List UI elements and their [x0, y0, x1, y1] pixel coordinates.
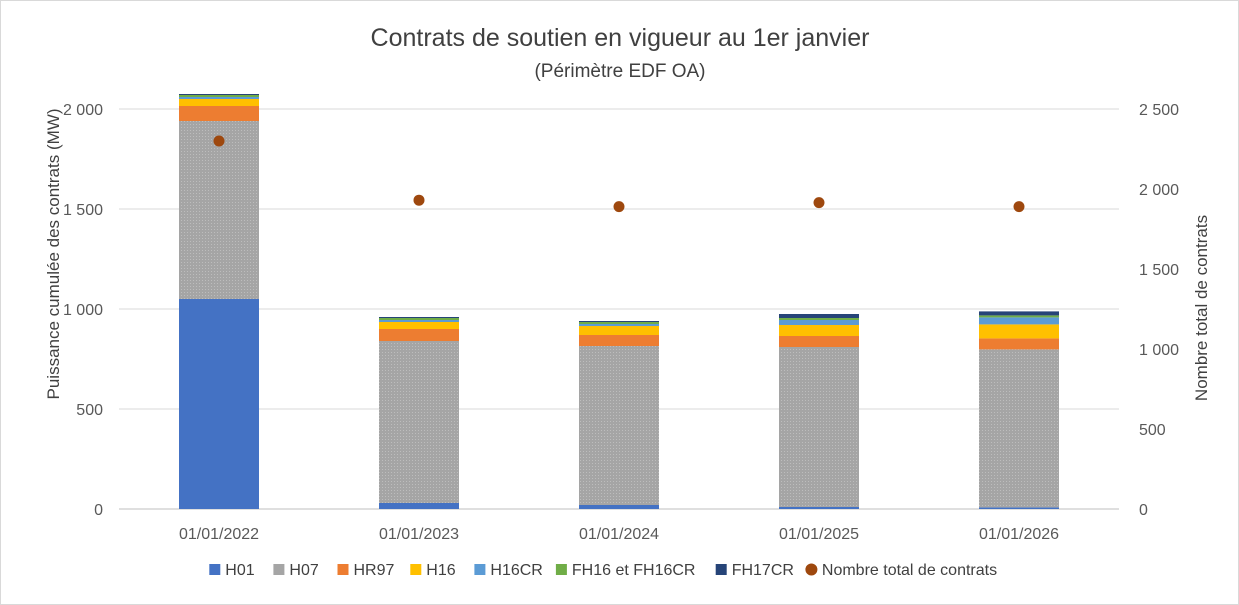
bar-fh17cr-2 — [579, 321, 659, 322]
bar-h01-4 — [979, 507, 1059, 509]
legend-label: H16CR — [490, 562, 542, 579]
legend-swatch — [555, 564, 567, 575]
bar-h16cr-2 — [579, 324, 659, 326]
bar-h01-2 — [579, 505, 659, 509]
bar-fh17cr-4 — [979, 311, 1059, 316]
x-tick-label: 01/01/2023 — [379, 526, 459, 543]
bar-h16cr-4 — [979, 317, 1059, 325]
y2-tick-label: 1 000 — [1139, 342, 1179, 359]
legend-label: H16 — [426, 562, 455, 579]
legend-item: H07 — [273, 562, 319, 579]
legend-label: H07 — [289, 562, 318, 579]
bar-h01-1 — [379, 503, 459, 509]
y2-tick-label: 1 500 — [1139, 262, 1179, 279]
bar-h16cr-0 — [179, 97, 259, 99]
bar-h16-2 — [579, 326, 659, 335]
legend-item: H01 — [209, 562, 255, 579]
y-axis-title: Puissance cumulée des contrats (MW) — [44, 109, 63, 400]
legend-swatch — [273, 564, 285, 575]
bar-h01-0 — [179, 299, 259, 509]
bar-h16-3 — [779, 325, 859, 336]
chart-title: Contrats de soutien en vigueur au 1er ja… — [371, 24, 870, 52]
bar-fh17cr-1 — [379, 317, 459, 318]
legend-item: H16 — [410, 562, 456, 579]
bar-h07-4 — [979, 349, 1059, 508]
y-axis-ticks: 0 500 1 000 1 500 2 000 — [63, 102, 103, 519]
legend-item: HR97 — [337, 562, 395, 579]
legend-swatch — [715, 564, 727, 575]
y-tick-label: 0 — [94, 502, 103, 519]
x-axis-ticks: 01/01/2022 01/01/2023 01/01/2024 01/01/2025… — [179, 526, 1059, 543]
point-total-contrats-3 — [813, 197, 825, 209]
point-total-contrats-2 — [613, 201, 625, 213]
legend: H01 H07 HR97 H16 H16CR FH16 et FH16CR FH17CR No… — [209, 562, 997, 579]
legend-item: H16CR — [474, 562, 543, 579]
bar-fh16-et-fh16cr-1 — [379, 318, 459, 320]
bar-h07-2 — [579, 346, 659, 505]
bar-hr97-4 — [979, 338, 1059, 350]
bar-h07-1 — [379, 341, 459, 503]
legend-swatch — [474, 564, 486, 575]
legend-swatch — [337, 564, 349, 575]
point-total-contrats-4 — [1013, 201, 1025, 213]
y2-tick-label: 500 — [1139, 422, 1166, 439]
y-tick-label: 1 500 — [63, 202, 103, 219]
bar-h01-3 — [779, 507, 859, 509]
bar-fh17cr-3 — [779, 314, 859, 318]
y2-tick-label: 2 000 — [1139, 182, 1179, 199]
x-tick-label: 01/01/2026 — [979, 526, 1059, 543]
bar-hr97-2 — [579, 335, 659, 346]
legend-swatch — [209, 564, 221, 575]
legend-label: FH16 et FH16CR — [572, 562, 696, 579]
points-group — [213, 135, 1025, 213]
point-total-contrats-1 — [413, 194, 425, 206]
x-tick-label: 01/01/2025 — [779, 526, 859, 543]
bar-h16-0 — [179, 99, 259, 106]
point-total-contrats-0 — [213, 135, 225, 147]
legend-label: FH17CR — [732, 562, 794, 579]
legend-swatch — [410, 564, 422, 575]
legend-label: Nombre total de contrats — [822, 562, 997, 579]
bar-hr97-0 — [179, 106, 259, 121]
x-tick-label: 01/01/2022 — [179, 526, 259, 543]
bar-fh16-et-fh16cr-3 — [779, 318, 859, 320]
legend-item: FH17CR — [715, 562, 794, 579]
bar-h16-1 — [379, 322, 459, 329]
bar-hr97-3 — [779, 336, 859, 347]
y2-tick-label: 2 500 — [1139, 102, 1179, 119]
y2-axis-ticks: 0 500 1 000 1 500 2 000 2 500 — [1139, 102, 1179, 519]
bar-fh17cr-0 — [179, 94, 259, 95]
legend-label: H01 — [225, 562, 254, 579]
y-tick-label: 500 — [76, 402, 103, 419]
y-tick-label: 1 000 — [63, 302, 103, 319]
bar-hr97-1 — [379, 329, 459, 341]
legend-item: FH16 et FH16CR — [555, 562, 696, 579]
bar-h07-3 — [779, 347, 859, 507]
chart-subtitle: (Périmètre EDF OA) — [534, 61, 705, 82]
bar-h07-0 — [179, 121, 259, 299]
x-tick-label: 01/01/2024 — [579, 526, 659, 543]
bar-fh16-et-fh16cr-4 — [979, 315, 1059, 318]
y2-axis-title: Nombre total de contrats — [1192, 215, 1211, 401]
legend-item: Nombre total de contrats — [805, 562, 997, 579]
bar-h16cr-3 — [779, 320, 859, 325]
y2-tick-label: 0 — [1139, 502, 1148, 519]
legend-label: HR97 — [354, 562, 395, 579]
bar-fh16-et-fh16cr-0 — [179, 95, 259, 97]
bar-h16cr-1 — [379, 320, 459, 322]
y-tick-label: 2 000 — [63, 102, 103, 119]
bar-fh16-et-fh16cr-2 — [579, 322, 659, 324]
bars-group — [179, 94, 1059, 509]
bar-h16-4 — [979, 324, 1059, 339]
legend-marker — [805, 563, 818, 576]
